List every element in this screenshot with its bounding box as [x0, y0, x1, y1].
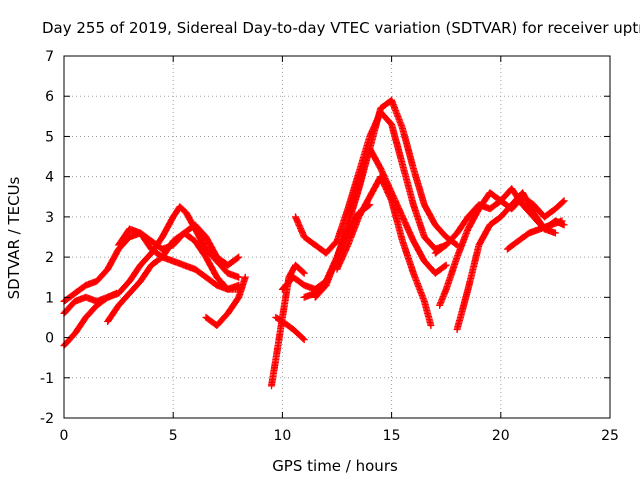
x-axis-label: GPS time / hours	[272, 457, 398, 475]
plot-frame	[63, 55, 611, 419]
series-track-8	[272, 313, 308, 344]
x-tick-label: 25	[601, 428, 619, 444]
point-markers	[431, 185, 559, 257]
point-markers	[311, 201, 374, 301]
y-axis-label: SDTVAR / TECUs	[5, 176, 23, 299]
chart-title: Day 255 of 2019, Sidereal Day-to-day VTE…	[42, 19, 640, 37]
series-track-4	[104, 229, 243, 325]
series-track-13	[311, 201, 374, 301]
series-track-11	[292, 108, 450, 257]
point-markers	[272, 313, 308, 344]
y-tick-label: -2	[40, 411, 54, 427]
y-tick-label: 2	[45, 250, 54, 266]
x-tick-label: 15	[383, 428, 401, 444]
data-points	[60, 96, 568, 390]
y-tick-label: -1	[40, 371, 54, 387]
x-tick-label: 10	[273, 428, 291, 444]
series-track-5	[115, 225, 243, 293]
point-markers	[115, 225, 243, 293]
x-tick-label: 20	[492, 428, 510, 444]
series-track-16	[431, 185, 559, 257]
point-markers	[292, 108, 450, 257]
y-tick-label: 4	[45, 170, 54, 186]
y-tick-label: 0	[45, 331, 54, 347]
point-markers	[202, 273, 249, 329]
x-tick-label: 5	[169, 428, 178, 444]
axis-ticks: 0 5 10 15 20 25 -2 -1 0 1 2 3 4 5 6 7	[40, 49, 619, 444]
y-tick-label: 5	[45, 129, 54, 145]
y-tick-label: 6	[45, 89, 54, 105]
series-track-17	[503, 217, 566, 253]
point-markers	[503, 217, 566, 253]
x-tick-label: 0	[60, 428, 69, 444]
point-markers	[104, 229, 243, 325]
y-tick-label: 3	[45, 210, 54, 226]
y-tick-label: 7	[45, 49, 54, 65]
series-track-6	[202, 273, 249, 329]
y-tick-label: 1	[45, 290, 54, 306]
